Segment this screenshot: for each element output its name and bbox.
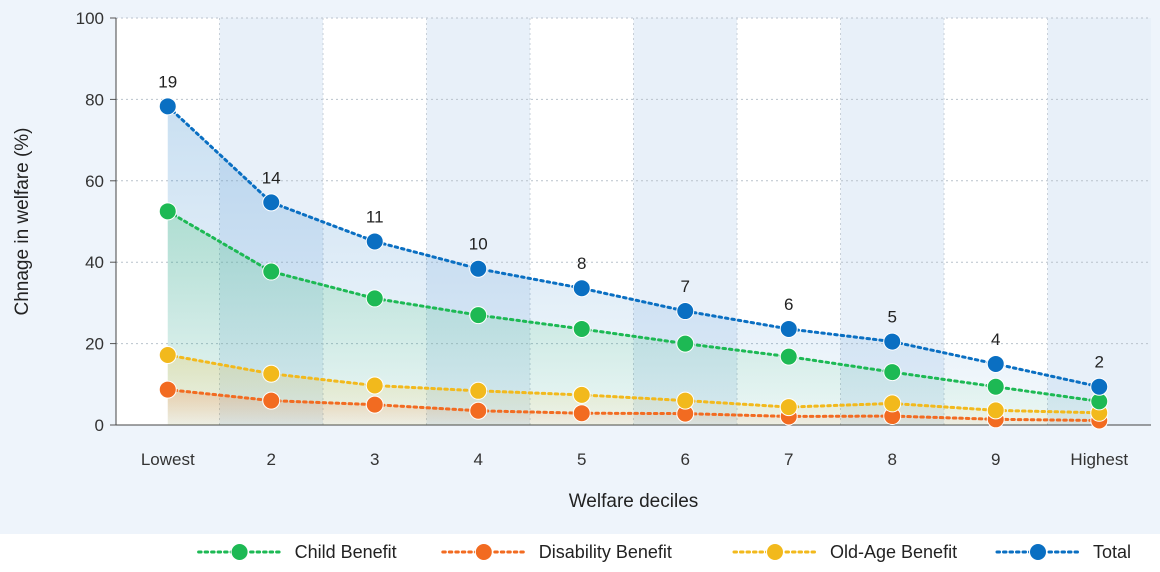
area-child-benefit bbox=[167, 211, 1100, 425]
point-disability-benefit bbox=[158, 380, 177, 399]
point-old-age-benefit bbox=[572, 385, 591, 404]
point-old-age-benefit bbox=[365, 376, 384, 395]
data-label: 19 bbox=[158, 72, 177, 91]
point-disability-benefit bbox=[262, 391, 281, 410]
point-total bbox=[365, 232, 384, 251]
point-total bbox=[676, 302, 695, 321]
point-total bbox=[469, 259, 488, 278]
data-label: 7 bbox=[681, 277, 690, 296]
point-child-benefit bbox=[365, 289, 384, 308]
point-old-age-benefit bbox=[158, 345, 177, 364]
legend-swatch-marker-old-age-benefit bbox=[766, 543, 784, 561]
x-tick-label: 5 bbox=[577, 450, 586, 469]
x-tick-label: Lowest bbox=[141, 450, 195, 469]
point-total bbox=[883, 332, 902, 351]
x-tick-label: Highest bbox=[1070, 450, 1128, 469]
legend-swatch-marker-disability-benefit bbox=[474, 543, 493, 561]
data-label: 10 bbox=[469, 235, 488, 254]
y-tick-label: 0 bbox=[95, 416, 104, 435]
point-old-age-benefit bbox=[779, 398, 798, 417]
area-disability-benefit bbox=[167, 389, 1100, 425]
point-old-age-benefit bbox=[262, 364, 281, 383]
x-tick-label: 9 bbox=[991, 450, 1000, 469]
legend-label-total: Total bbox=[1093, 542, 1131, 562]
x-tick-label: 4 bbox=[474, 450, 483, 469]
y-tick-label: 40 bbox=[85, 253, 104, 272]
point-child-benefit bbox=[779, 347, 798, 366]
point-total bbox=[1090, 377, 1109, 396]
point-total bbox=[262, 193, 281, 212]
y-tick-label: 80 bbox=[85, 90, 104, 109]
point-disability-benefit bbox=[572, 404, 591, 423]
point-total bbox=[779, 319, 798, 338]
point-child-benefit bbox=[676, 334, 695, 353]
point-old-age-benefit bbox=[986, 401, 1005, 420]
x-tick-label: 7 bbox=[784, 450, 793, 469]
data-label: 6 bbox=[784, 295, 793, 314]
data-label: 11 bbox=[366, 207, 384, 226]
line-old-age-benefit bbox=[166, 353, 1101, 415]
point-disability-benefit bbox=[365, 395, 384, 414]
point-child-benefit bbox=[469, 306, 488, 325]
data-label: 4 bbox=[991, 330, 1000, 349]
y-tick-label: 20 bbox=[85, 335, 104, 354]
point-child-benefit bbox=[262, 262, 281, 281]
legend-swatch-marker-child-benefit bbox=[230, 543, 249, 561]
line-disability-benefit bbox=[166, 388, 1101, 423]
x-axis-title: Welfare deciles bbox=[569, 491, 699, 512]
line-total bbox=[166, 104, 1101, 389]
point-child-benefit bbox=[572, 319, 591, 338]
x-tick-label: 8 bbox=[888, 450, 897, 469]
legend-swatch-marker-total bbox=[1029, 543, 1047, 561]
legend-label-child-benefit: Child Benefit bbox=[295, 542, 397, 562]
point-old-age-benefit bbox=[469, 381, 488, 400]
data-label: 5 bbox=[888, 308, 897, 327]
point-child-benefit bbox=[883, 363, 902, 382]
data-label: 14 bbox=[262, 168, 281, 187]
data-label: 8 bbox=[577, 254, 586, 273]
point-total bbox=[986, 354, 1005, 373]
legend-label-disability-benefit: Disability Benefit bbox=[539, 542, 672, 562]
data-label: 2 bbox=[1095, 353, 1104, 372]
point-old-age-benefit bbox=[883, 394, 902, 413]
x-tick-label: 6 bbox=[681, 450, 690, 469]
y-axis-title: Chnage in welfare (%) bbox=[12, 128, 33, 316]
x-tick-label: 3 bbox=[370, 450, 379, 469]
legend-background bbox=[0, 534, 1160, 572]
point-total bbox=[158, 97, 177, 116]
y-tick-label: 100 bbox=[76, 9, 104, 28]
y-tick-label: 60 bbox=[85, 172, 104, 191]
column-band bbox=[1047, 18, 1151, 425]
point-total bbox=[572, 279, 591, 298]
legend-label-old-age-benefit: Old-Age Benefit bbox=[830, 542, 957, 562]
point-child-benefit bbox=[158, 202, 177, 221]
point-disability-benefit bbox=[469, 401, 488, 420]
point-old-age-benefit bbox=[676, 391, 695, 410]
line-child-benefit bbox=[166, 209, 1101, 403]
x-tick-label: 2 bbox=[267, 450, 276, 469]
point-child-benefit bbox=[986, 377, 1005, 396]
